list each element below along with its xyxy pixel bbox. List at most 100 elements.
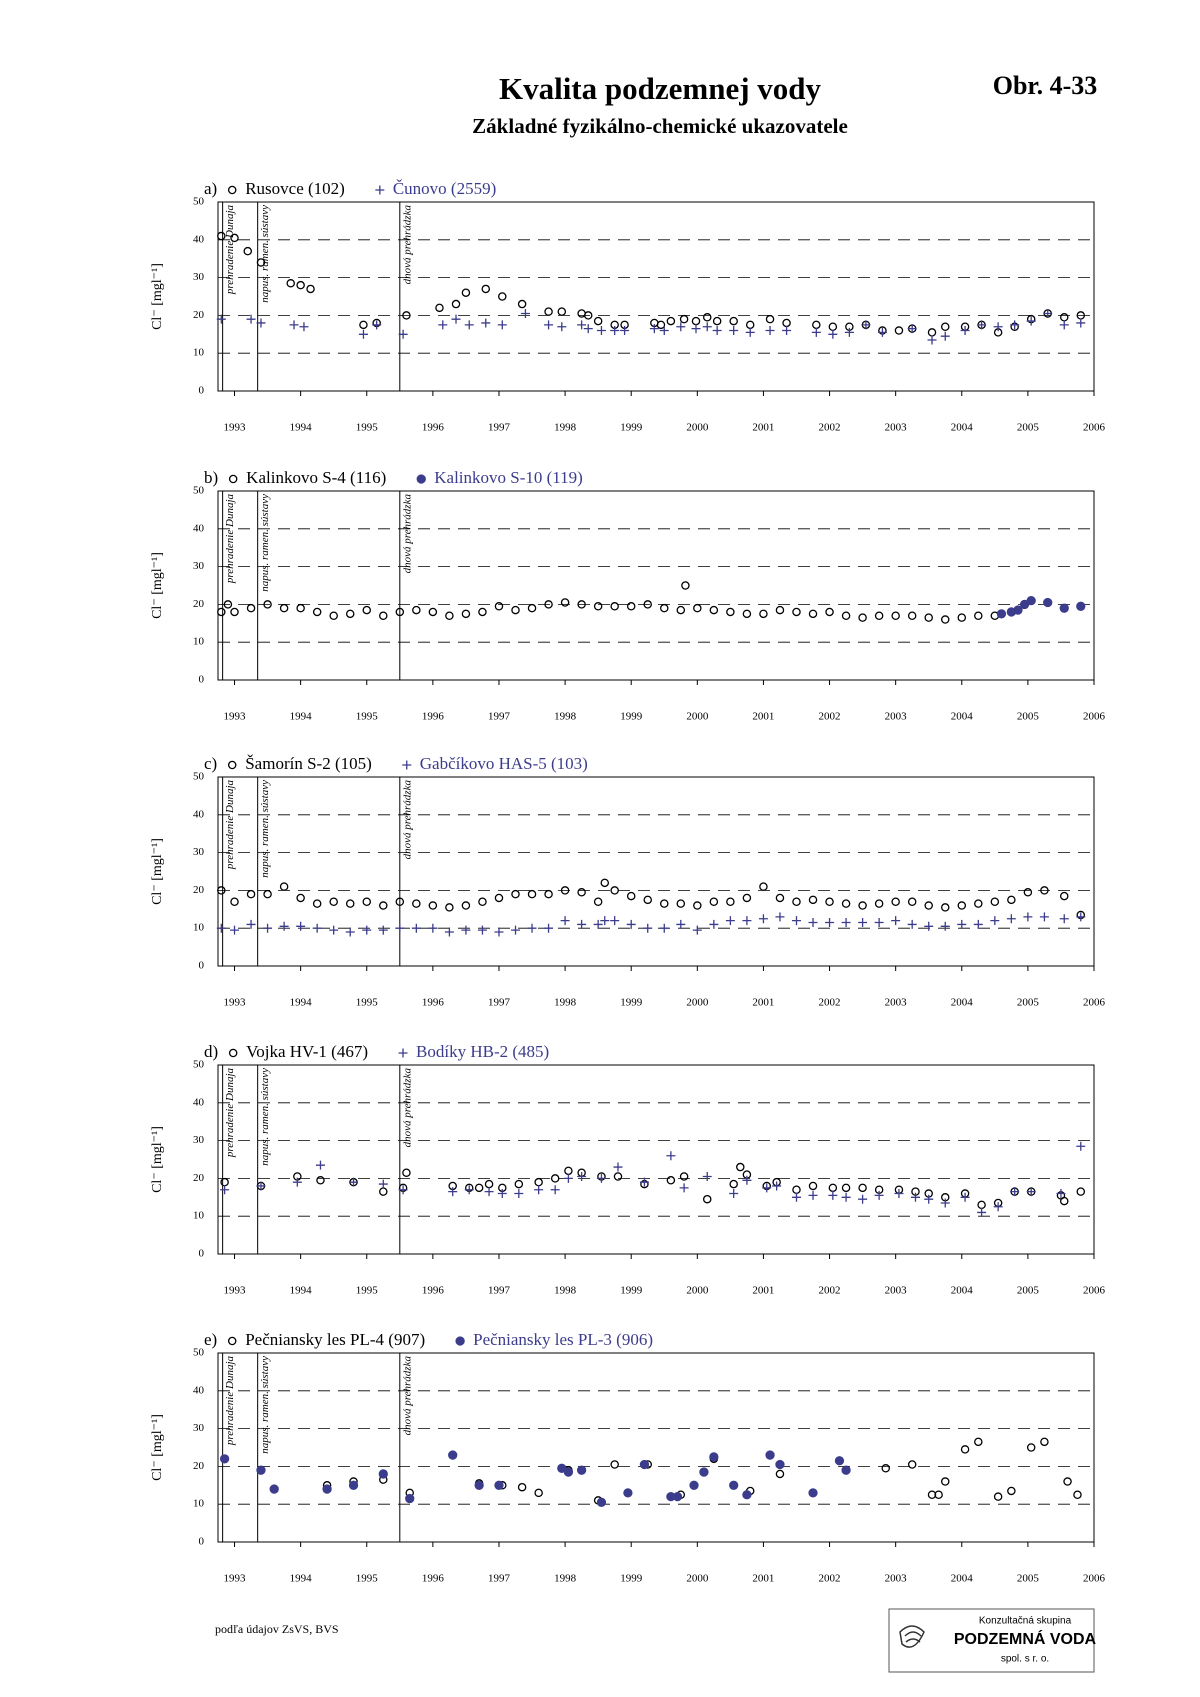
- open-circle-marker: [792, 897, 801, 906]
- plus-marker: [263, 923, 273, 933]
- x-tick-label: 2005: [1017, 711, 1040, 723]
- x-tick-label: 1994: [290, 711, 313, 723]
- filled-circle-marker: [576, 1465, 587, 1475]
- plus-marker: [315, 1160, 325, 1170]
- plus-marker: [858, 918, 868, 928]
- open-circle-marker: [812, 320, 821, 330]
- event-label: napus. ramen. sústavy: [259, 1068, 271, 1166]
- filled-circle-marker: [742, 1490, 752, 1500]
- open-circle-marker: [693, 603, 702, 613]
- plus-marker: [398, 329, 408, 339]
- open-circle-marker: [775, 893, 785, 903]
- open-circle-marker: [593, 602, 603, 611]
- y-tick-label: 40: [193, 233, 205, 245]
- open-circle-marker: [924, 613, 933, 622]
- open-circle-marker: [626, 891, 636, 901]
- plus-marker: [246, 919, 256, 929]
- plus-marker: [289, 320, 299, 330]
- open-circle-marker: [940, 615, 950, 624]
- open-circle-marker: [246, 603, 256, 613]
- event-label: prehradenie Dunaja: [224, 1068, 236, 1159]
- event-label: dnová prehrádzka: [401, 780, 413, 860]
- x-tick-label: 2000: [686, 1285, 709, 1297]
- open-circle-marker: [808, 895, 818, 905]
- filled-circle-marker: [729, 1480, 739, 1490]
- open-circle-marker: [379, 901, 388, 910]
- plus-marker: [349, 1177, 359, 1187]
- open-circle-marker: [395, 607, 405, 617]
- plus-marker: [1056, 1189, 1066, 1199]
- plus-marker: [577, 320, 587, 330]
- open-circle-marker: [759, 609, 768, 619]
- plus-marker: [907, 919, 917, 929]
- plus-marker: [874, 1190, 884, 1200]
- open-circle-marker: [1059, 1196, 1069, 1206]
- open-circle-marker: [527, 603, 537, 613]
- open-circle-marker: [974, 1437, 983, 1447]
- open-circle-marker: [217, 607, 226, 617]
- plus-marker: [527, 923, 537, 933]
- legend-marker: [228, 474, 238, 484]
- x-tick-label: 1995: [356, 1285, 379, 1297]
- event-label: prehradenie Dunaja: [224, 780, 236, 871]
- open-circle-marker: [858, 613, 867, 622]
- filled-circle-marker: [672, 1491, 683, 1502]
- panel-label: d): [204, 1042, 218, 1061]
- plus-marker: [560, 916, 570, 926]
- open-circle-marker: [874, 899, 884, 908]
- legend-marker: [416, 474, 426, 484]
- plus-marker: [907, 324, 917, 334]
- plus-marker: [444, 927, 454, 937]
- open-circle-marker: [940, 322, 950, 331]
- x-tick-label: 2005: [1017, 1285, 1040, 1297]
- x-tick-label: 2001: [752, 1573, 774, 1585]
- x-tick-label: 1994: [290, 1285, 313, 1297]
- open-circle-marker: [957, 901, 967, 910]
- open-circle-marker: [643, 600, 652, 609]
- event-label: dnová prehrádzka: [401, 1356, 413, 1436]
- x-tick-label: 1994: [290, 997, 313, 1009]
- plus-marker: [1026, 316, 1036, 326]
- plus-marker: [395, 923, 405, 933]
- open-circle-marker: [681, 581, 690, 590]
- open-circle-marker: [544, 307, 553, 316]
- plus-marker: [451, 314, 461, 324]
- filled-circle-marker: [1076, 601, 1086, 611]
- plus-marker: [1006, 914, 1016, 924]
- y-axis-label: Cl⁻ [mgl⁻¹]: [150, 1414, 165, 1481]
- plus-marker: [464, 320, 474, 330]
- plus-marker: [448, 1187, 458, 1197]
- open-circle-marker: [960, 1445, 970, 1454]
- y-tick-label: 10: [193, 1210, 205, 1222]
- filled-circle-marker: [1026, 595, 1036, 606]
- x-tick-label: 1995: [356, 1573, 379, 1585]
- x-tick-label: 1999: [620, 1573, 643, 1585]
- panel-label: a): [204, 179, 217, 198]
- open-circle-marker: [841, 611, 851, 620]
- x-tick-label: 1995: [356, 997, 379, 1009]
- plus-marker: [1059, 914, 1069, 924]
- plus-marker: [246, 314, 256, 324]
- event-label: prehradenie Dunaja: [224, 205, 236, 296]
- open-circle-marker: [1063, 1477, 1072, 1486]
- plus-marker: [329, 925, 339, 935]
- x-tick-label: 1993: [224, 1285, 247, 1297]
- plus-marker: [844, 327, 854, 337]
- panel-label: c): [204, 754, 217, 773]
- open-circle-marker: [511, 889, 520, 899]
- open-circle-marker: [702, 313, 712, 322]
- plus-marker: [977, 1207, 987, 1217]
- plus-marker: [676, 919, 686, 929]
- open-circle-marker: [666, 1176, 676, 1185]
- open-circle-marker: [402, 311, 411, 320]
- open-circle-marker: [610, 602, 619, 611]
- open-circle-marker: [544, 889, 553, 899]
- open-circle-marker: [742, 609, 752, 619]
- open-circle-marker: [977, 1200, 986, 1210]
- plus-marker: [775, 912, 785, 922]
- x-tick-label: 2006: [1083, 711, 1106, 723]
- plus-marker: [891, 916, 901, 926]
- event-label: dnová prehrádzka: [401, 494, 413, 574]
- plus-marker: [1059, 320, 1069, 330]
- open-circle-marker: [564, 1166, 573, 1176]
